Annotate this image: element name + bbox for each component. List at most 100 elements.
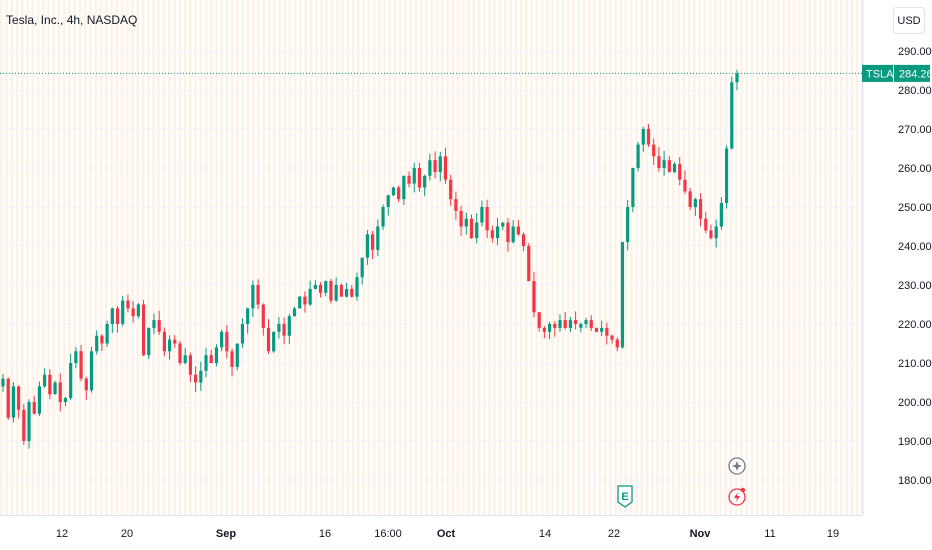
session-stripe — [220, 0, 224, 515]
session-stripe — [813, 0, 817, 515]
session-stripe — [603, 0, 607, 515]
candle-body — [277, 324, 281, 332]
candle-body — [506, 222, 510, 243]
flash-icon[interactable] — [728, 487, 746, 506]
price-tick-label: 260.00 — [898, 163, 932, 175]
session-stripe — [136, 0, 140, 515]
session-stripe — [84, 0, 87, 515]
session-stripe — [393, 0, 397, 515]
candle-body — [53, 382, 57, 395]
candle-body — [605, 327, 609, 336]
session-stripe — [619, 0, 623, 515]
session-stripe — [194, 0, 197, 515]
last-price-tag: TSLA 284.26 — [862, 64, 932, 82]
earnings-icon[interactable]: E — [617, 485, 633, 508]
session-stripe — [462, 0, 465, 515]
session-stripe — [215, 0, 218, 515]
session-stripe — [283, 0, 287, 515]
candle-body — [589, 320, 593, 328]
session-stripe — [488, 0, 491, 515]
price-tick-label: 280.00 — [898, 85, 932, 97]
currency-button[interactable]: USD — [893, 7, 925, 34]
candle-body — [485, 207, 489, 231]
session-stripe — [735, 0, 738, 515]
price-tick-label: 200.00 — [898, 397, 932, 409]
candle-body — [6, 378, 10, 418]
candle-body — [115, 308, 120, 324]
session-stripe — [693, 0, 696, 515]
session-stripe — [231, 0, 234, 515]
session-stripe — [351, 0, 355, 515]
candle-body — [334, 285, 338, 301]
candle-body — [256, 285, 260, 305]
candle-body — [371, 234, 375, 250]
candle-body — [230, 351, 234, 367]
session-stripe — [362, 0, 365, 515]
session-stripe — [514, 0, 518, 515]
time-tick-label: Oct — [437, 528, 456, 540]
candle-body — [225, 331, 229, 352]
session-stripe — [672, 0, 675, 515]
price-tick-label: 210.00 — [898, 358, 932, 370]
session-stripe — [798, 0, 801, 515]
candle-body — [516, 226, 520, 235]
session-stripe — [78, 0, 82, 515]
candle-body — [511, 226, 515, 243]
session-stripe — [703, 0, 707, 515]
session-stripe — [383, 0, 386, 515]
candle-body — [423, 175, 427, 188]
candle-body — [714, 226, 718, 239]
session-stripe — [551, 0, 554, 515]
session-stripe — [252, 0, 255, 515]
session-stripe — [63, 0, 66, 515]
session-stripe — [687, 0, 691, 515]
candle-body — [443, 156, 448, 180]
candle-body — [631, 168, 635, 207]
session-stripe — [341, 0, 344, 515]
session-stripe — [425, 0, 428, 515]
candle-body — [636, 144, 640, 168]
session-stripe — [766, 0, 770, 515]
session-stripe — [430, 0, 434, 515]
candle-body — [594, 327, 599, 332]
session-stripe — [577, 0, 581, 515]
session-stripe — [262, 0, 266, 515]
session-stripe — [598, 0, 602, 515]
session-stripe — [845, 0, 848, 515]
candle-body — [261, 304, 265, 328]
time-tick-label: Nov — [690, 528, 712, 540]
candle-body — [318, 285, 323, 293]
candle-body — [620, 242, 625, 348]
candle-body — [110, 308, 114, 324]
candle-body — [735, 73, 739, 83]
candle-body — [214, 347, 219, 363]
session-stripe — [157, 0, 161, 515]
candle-body — [521, 234, 526, 246]
session-stripe — [141, 0, 145, 515]
chart-title: Tesla, Inc., 4h, NASDAQ — [6, 13, 138, 27]
candle-body — [27, 402, 31, 441]
session-stripe — [656, 0, 659, 515]
candle-body — [235, 343, 239, 367]
session-stripe — [624, 0, 628, 515]
session-stripe — [803, 0, 806, 515]
replay-icon[interactable] — [728, 457, 746, 475]
session-stripe — [483, 0, 486, 515]
session-stripe — [168, 0, 171, 515]
session-stripe — [451, 0, 455, 515]
session-stripe — [241, 0, 245, 515]
candle-body — [37, 386, 42, 414]
candle-body — [709, 230, 713, 239]
time-tick-label: Sep — [216, 528, 236, 540]
candle-body — [417, 168, 422, 188]
session-stripe — [414, 0, 418, 515]
candle-body — [610, 335, 614, 340]
time-tick-label: 19 — [827, 528, 839, 540]
candle-body — [574, 320, 578, 324]
session-stripe — [210, 0, 213, 515]
session-stripe — [792, 0, 796, 515]
session-stripe — [26, 0, 29, 515]
candle-body — [105, 324, 109, 344]
session-stripe — [719, 0, 722, 515]
